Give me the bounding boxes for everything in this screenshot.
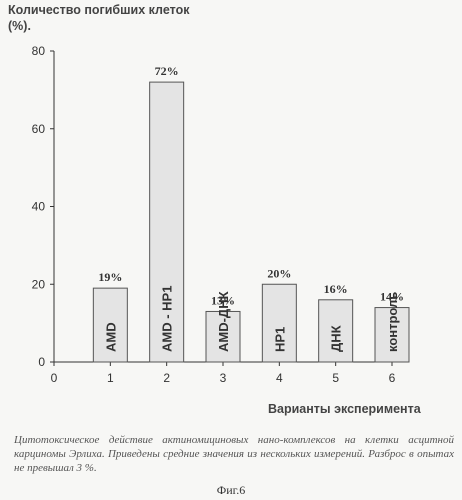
bar-category-label: AMD - HP1 bbox=[160, 286, 175, 352]
bar-chart: 020406080012345619%AMD72%AMD - HP113%AMD… bbox=[0, 0, 462, 430]
bar-value-label: 16% bbox=[324, 282, 348, 296]
x-tick-label: 0 bbox=[51, 371, 58, 385]
y-tick-label: 0 bbox=[38, 355, 45, 369]
x-tick-label: 4 bbox=[276, 371, 283, 385]
bar-category-label: ДНК bbox=[329, 325, 344, 352]
y-tick-label: 80 bbox=[32, 44, 46, 58]
x-tick-label: 2 bbox=[163, 371, 170, 385]
x-tick-label: 1 bbox=[107, 371, 114, 385]
figure-caption: Цитотоксическое действие актиномициновых… bbox=[14, 433, 454, 475]
bar-category-label: AMD bbox=[103, 322, 118, 352]
y-tick-label: 60 bbox=[32, 122, 46, 136]
bar-category-label: контроль bbox=[385, 292, 400, 352]
bar-category-label: HP1 bbox=[272, 327, 287, 352]
bar-value-label: 72% bbox=[155, 64, 179, 78]
x-tick-label: 3 bbox=[220, 371, 227, 385]
figure-label: Фиг.6 bbox=[0, 483, 462, 498]
bar-value-label: 19% bbox=[98, 270, 122, 284]
bar-category-label: AMD-ДНК bbox=[216, 291, 231, 352]
x-tick-label: 5 bbox=[332, 371, 339, 385]
bar-value-label: 20% bbox=[267, 266, 291, 280]
x-axis-title: Варианты эксперимента bbox=[268, 402, 421, 416]
y-tick-label: 40 bbox=[32, 200, 46, 214]
y-tick-label: 20 bbox=[32, 277, 46, 291]
x-tick-label: 6 bbox=[389, 371, 396, 385]
